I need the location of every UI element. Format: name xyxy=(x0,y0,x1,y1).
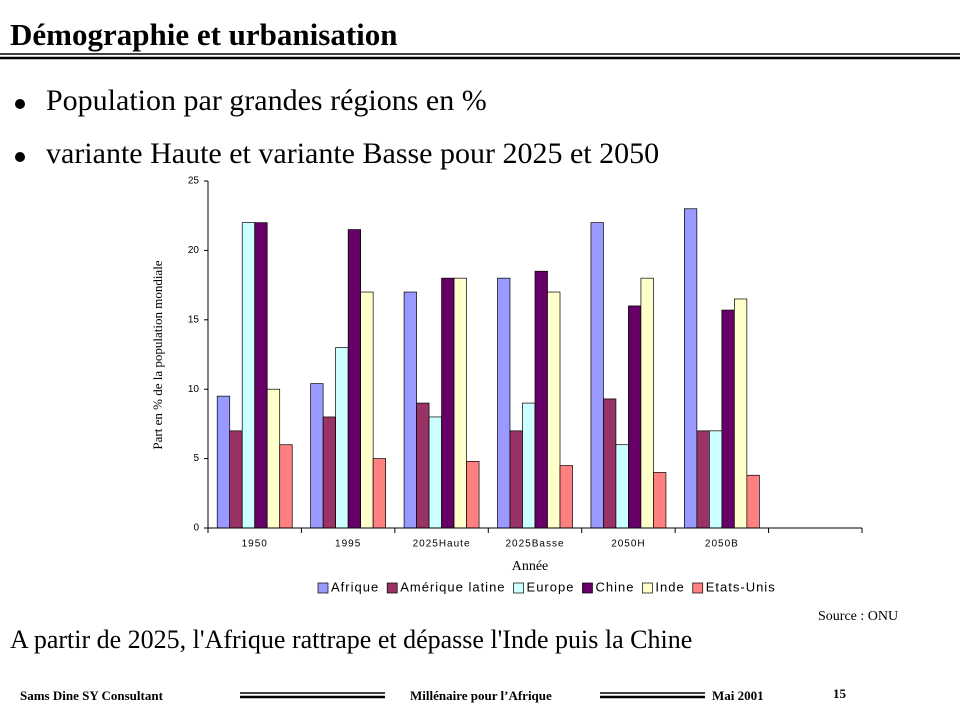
x-tick-label: 1995 xyxy=(335,539,361,550)
bar xyxy=(522,402,536,529)
bar xyxy=(628,305,642,529)
bar xyxy=(603,398,617,529)
footer-event: Millénaire pour l’Afrique xyxy=(410,688,552,703)
bar xyxy=(403,291,417,529)
bar xyxy=(746,474,760,529)
bar xyxy=(653,472,667,529)
bar xyxy=(441,277,455,529)
legend-swatch xyxy=(513,582,524,594)
legend-swatch xyxy=(317,582,329,594)
footer-date: Mai 2001 xyxy=(712,688,764,703)
legend-label: Amérique latine xyxy=(400,579,505,594)
bar xyxy=(347,229,361,529)
bar xyxy=(509,430,523,529)
bar xyxy=(229,430,243,529)
bar xyxy=(534,270,548,529)
bar xyxy=(360,291,374,529)
bar xyxy=(640,277,654,529)
bullet-dot xyxy=(15,99,25,109)
footer-page: 15 xyxy=(833,686,847,701)
bar xyxy=(416,402,430,529)
legend-swatch xyxy=(582,582,593,594)
bar xyxy=(684,208,698,529)
bar xyxy=(734,298,748,529)
bar xyxy=(590,222,604,529)
y-tick-label: 25 xyxy=(188,176,200,187)
bar xyxy=(696,430,710,529)
legend-label: Europe xyxy=(527,579,575,594)
bullet-dot xyxy=(15,152,25,162)
x-tick-label: 2050B xyxy=(705,539,739,550)
bar xyxy=(322,416,336,529)
bar xyxy=(615,444,629,529)
bar xyxy=(335,347,349,529)
legend-swatch xyxy=(642,582,653,594)
bar xyxy=(279,444,293,529)
y-tick-label: 5 xyxy=(193,453,199,464)
bar xyxy=(497,277,511,529)
conclusion: A partir de 2025, l'Afrique rattrape et … xyxy=(10,625,692,654)
legend-label: Chine xyxy=(595,579,634,594)
bar xyxy=(266,388,281,529)
bar xyxy=(310,383,324,529)
bar xyxy=(466,461,480,529)
x-tick-label: 1950 xyxy=(242,539,268,550)
y-tick-label: 10 xyxy=(188,384,200,395)
x-tick-label: 2050H xyxy=(611,539,645,550)
legend-label: Inde xyxy=(655,579,684,594)
footer-author: Sams Dine SY Consultant xyxy=(20,688,164,703)
bar xyxy=(547,291,561,529)
bar xyxy=(216,395,231,529)
bullet-text: variante Haute et variante Basse pour 20… xyxy=(46,137,659,170)
bar xyxy=(453,277,467,529)
legend-swatch xyxy=(386,582,398,594)
source: Source : ONU xyxy=(818,609,898,624)
bar xyxy=(241,222,256,529)
bullet-text: Population par grandes régions en % xyxy=(46,84,487,117)
y-axis-label: Part en % de la population mondiale xyxy=(150,260,165,449)
legend-label: Etats-Unis xyxy=(706,579,776,594)
x-tick-label: 2025Basse xyxy=(505,539,564,550)
bar xyxy=(559,465,573,529)
legend-swatch xyxy=(692,582,704,594)
bar xyxy=(372,458,386,529)
bar xyxy=(428,416,442,529)
bar xyxy=(254,222,268,529)
y-tick-label: 15 xyxy=(188,314,200,325)
y-tick-label: 0 xyxy=(193,523,199,534)
x-axis-label: Année xyxy=(512,559,549,574)
bar xyxy=(709,430,723,529)
slide-title: Démographie et urbanisation xyxy=(10,17,398,52)
x-tick-label: 2025Haute xyxy=(413,539,471,550)
bar xyxy=(721,309,735,529)
y-tick-label: 20 xyxy=(188,245,200,256)
legend-label: Afrique xyxy=(331,579,379,594)
